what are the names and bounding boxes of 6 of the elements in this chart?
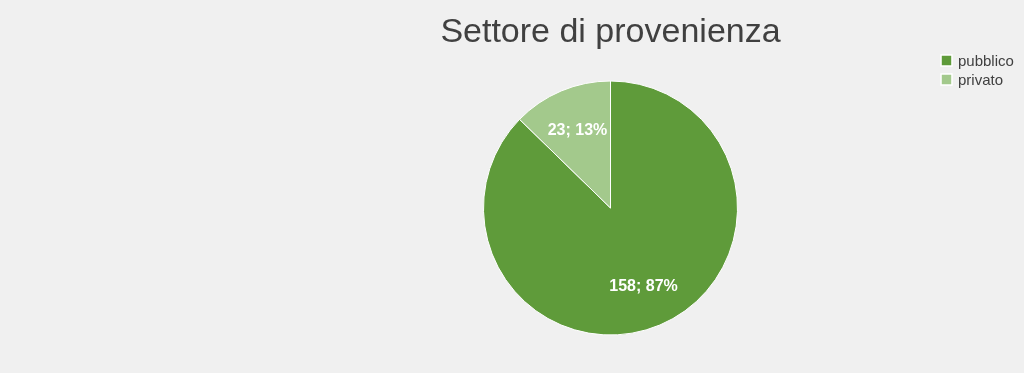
chart-title: Settore di provenienza: [440, 11, 781, 49]
legend-label: privato: [958, 70, 1004, 88]
data-label: 158; 87%: [609, 277, 678, 295]
data-label: 23; 13%: [547, 120, 608, 138]
legend-label: pubblico: [958, 51, 1014, 69]
pie-slice: [483, 80, 738, 336]
